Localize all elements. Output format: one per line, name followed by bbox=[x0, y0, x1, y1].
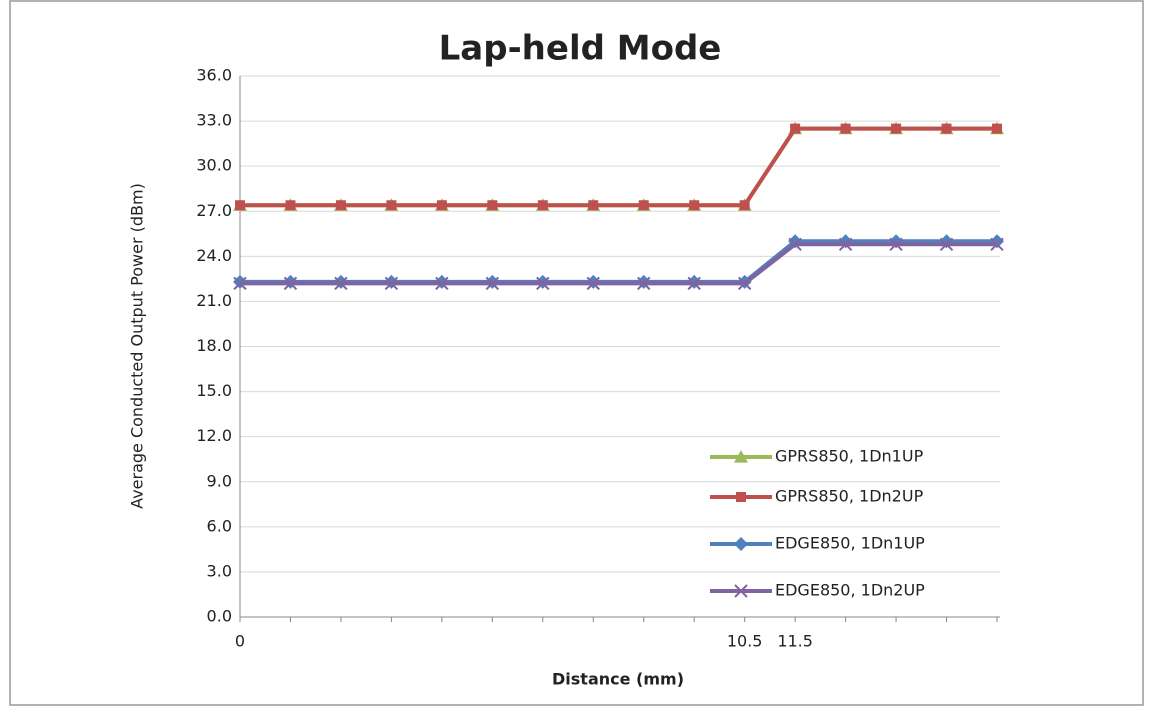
marker bbox=[689, 200, 700, 211]
marker bbox=[737, 276, 752, 291]
y-tick-label: 3.0 bbox=[207, 561, 232, 580]
marker bbox=[537, 200, 548, 211]
marker bbox=[436, 200, 447, 211]
x-tick-label: 11.5 bbox=[777, 632, 813, 651]
marker bbox=[992, 123, 1002, 134]
legend-label: GPRS850, 1Dn1UP bbox=[775, 447, 924, 466]
marker bbox=[736, 492, 746, 502]
marker bbox=[334, 276, 348, 291]
y-axis-label: Average Conducted Output Power (dBm) bbox=[128, 183, 147, 509]
marker bbox=[285, 200, 296, 211]
marker bbox=[487, 200, 498, 211]
marker bbox=[788, 237, 802, 252]
chart-title: Lap-held Mode bbox=[439, 29, 722, 69]
marker bbox=[638, 200, 649, 211]
marker bbox=[384, 276, 399, 291]
y-tick-label: 15.0 bbox=[196, 381, 232, 400]
y-tick-label: 30.0 bbox=[196, 156, 232, 175]
marker bbox=[734, 450, 748, 463]
marker bbox=[283, 276, 298, 291]
legend-label: EDGE850, 1Dn2UP bbox=[775, 581, 925, 600]
x-axis-label: Distance (mm) bbox=[552, 670, 684, 689]
y-tick-label: 27.0 bbox=[196, 201, 232, 220]
marker bbox=[335, 200, 346, 211]
y-tick-label: 33.0 bbox=[196, 111, 232, 130]
series-line bbox=[240, 242, 997, 286]
marker bbox=[485, 276, 500, 291]
x-tick-label: 0 bbox=[235, 632, 245, 651]
marker bbox=[941, 123, 952, 134]
marker bbox=[637, 276, 651, 291]
marker bbox=[586, 276, 600, 291]
y-tick-label: 6.0 bbox=[207, 516, 232, 535]
marker bbox=[536, 276, 550, 291]
marker bbox=[233, 276, 247, 291]
marker bbox=[838, 237, 853, 252]
y-tick-label: 24.0 bbox=[196, 246, 232, 265]
marker bbox=[891, 123, 902, 134]
marker bbox=[734, 537, 748, 551]
marker bbox=[734, 584, 748, 598]
y-tick-label: 18.0 bbox=[196, 336, 232, 355]
marker bbox=[790, 123, 801, 134]
marker bbox=[235, 200, 245, 211]
marker bbox=[435, 276, 449, 291]
y-tick-label: 9.0 bbox=[207, 471, 232, 490]
series-line bbox=[240, 126, 997, 208]
x-tick-label: 10.5 bbox=[727, 632, 763, 651]
chart-frame bbox=[9, 0, 1144, 706]
legend-label: EDGE850, 1Dn1UP bbox=[775, 534, 925, 553]
y-tick-label: 0.0 bbox=[207, 607, 232, 626]
y-tick-label: 21.0 bbox=[196, 291, 232, 310]
y-tick-label: 36.0 bbox=[196, 66, 232, 85]
marker bbox=[840, 123, 851, 134]
marker bbox=[687, 276, 701, 291]
marker bbox=[739, 200, 750, 211]
y-tick-label: 12.0 bbox=[196, 426, 232, 445]
marker bbox=[939, 237, 954, 252]
marker bbox=[889, 237, 903, 252]
marker bbox=[386, 200, 397, 211]
marker bbox=[990, 237, 1004, 252]
legend-label: GPRS850, 1Dn2UP bbox=[775, 487, 924, 506]
marker bbox=[588, 200, 599, 211]
